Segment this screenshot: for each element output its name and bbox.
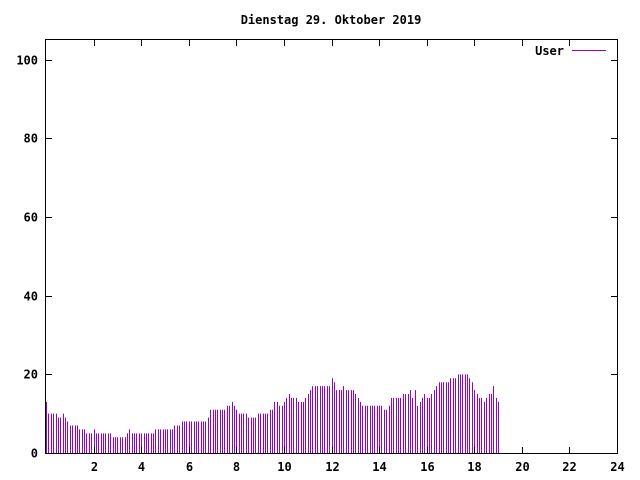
x-tick-label: 2: [91, 460, 98, 474]
legend-label: User: [535, 44, 564, 58]
bar-group: [46, 374, 499, 453]
y-tick-label: 40: [24, 290, 38, 304]
x-tick-label: 16: [420, 460, 434, 474]
x-tick-label: 14: [372, 460, 386, 474]
x-tick-label: 18: [467, 460, 481, 474]
x-tick-label: 20: [515, 460, 529, 474]
x-tick-label: 8: [233, 460, 240, 474]
legend: User: [535, 44, 606, 58]
y-tick-label: 0: [31, 447, 38, 461]
plot-frame: [45, 39, 618, 454]
y-tick-label: 20: [24, 368, 38, 382]
y-tick-label: 60: [24, 211, 38, 225]
x-tick-label: 6: [186, 460, 193, 474]
x-tick-label: 22: [562, 460, 576, 474]
y-tick-label: 80: [24, 132, 38, 146]
x-tick-label: 4: [138, 460, 145, 474]
x-tick-label: 12: [325, 460, 339, 474]
y-axis: 0 20 40 60 80 100: [16, 54, 617, 461]
x-tick-label: 24: [610, 460, 624, 474]
chart-title: Dienstag 29. Oktober 2019: [241, 13, 422, 27]
y-tick-label: 100: [16, 54, 38, 68]
x-tick-label: 10: [277, 460, 291, 474]
x-axis: 2 4 6 8 10 12 14 16 18 20 22 24: [91, 40, 625, 474]
